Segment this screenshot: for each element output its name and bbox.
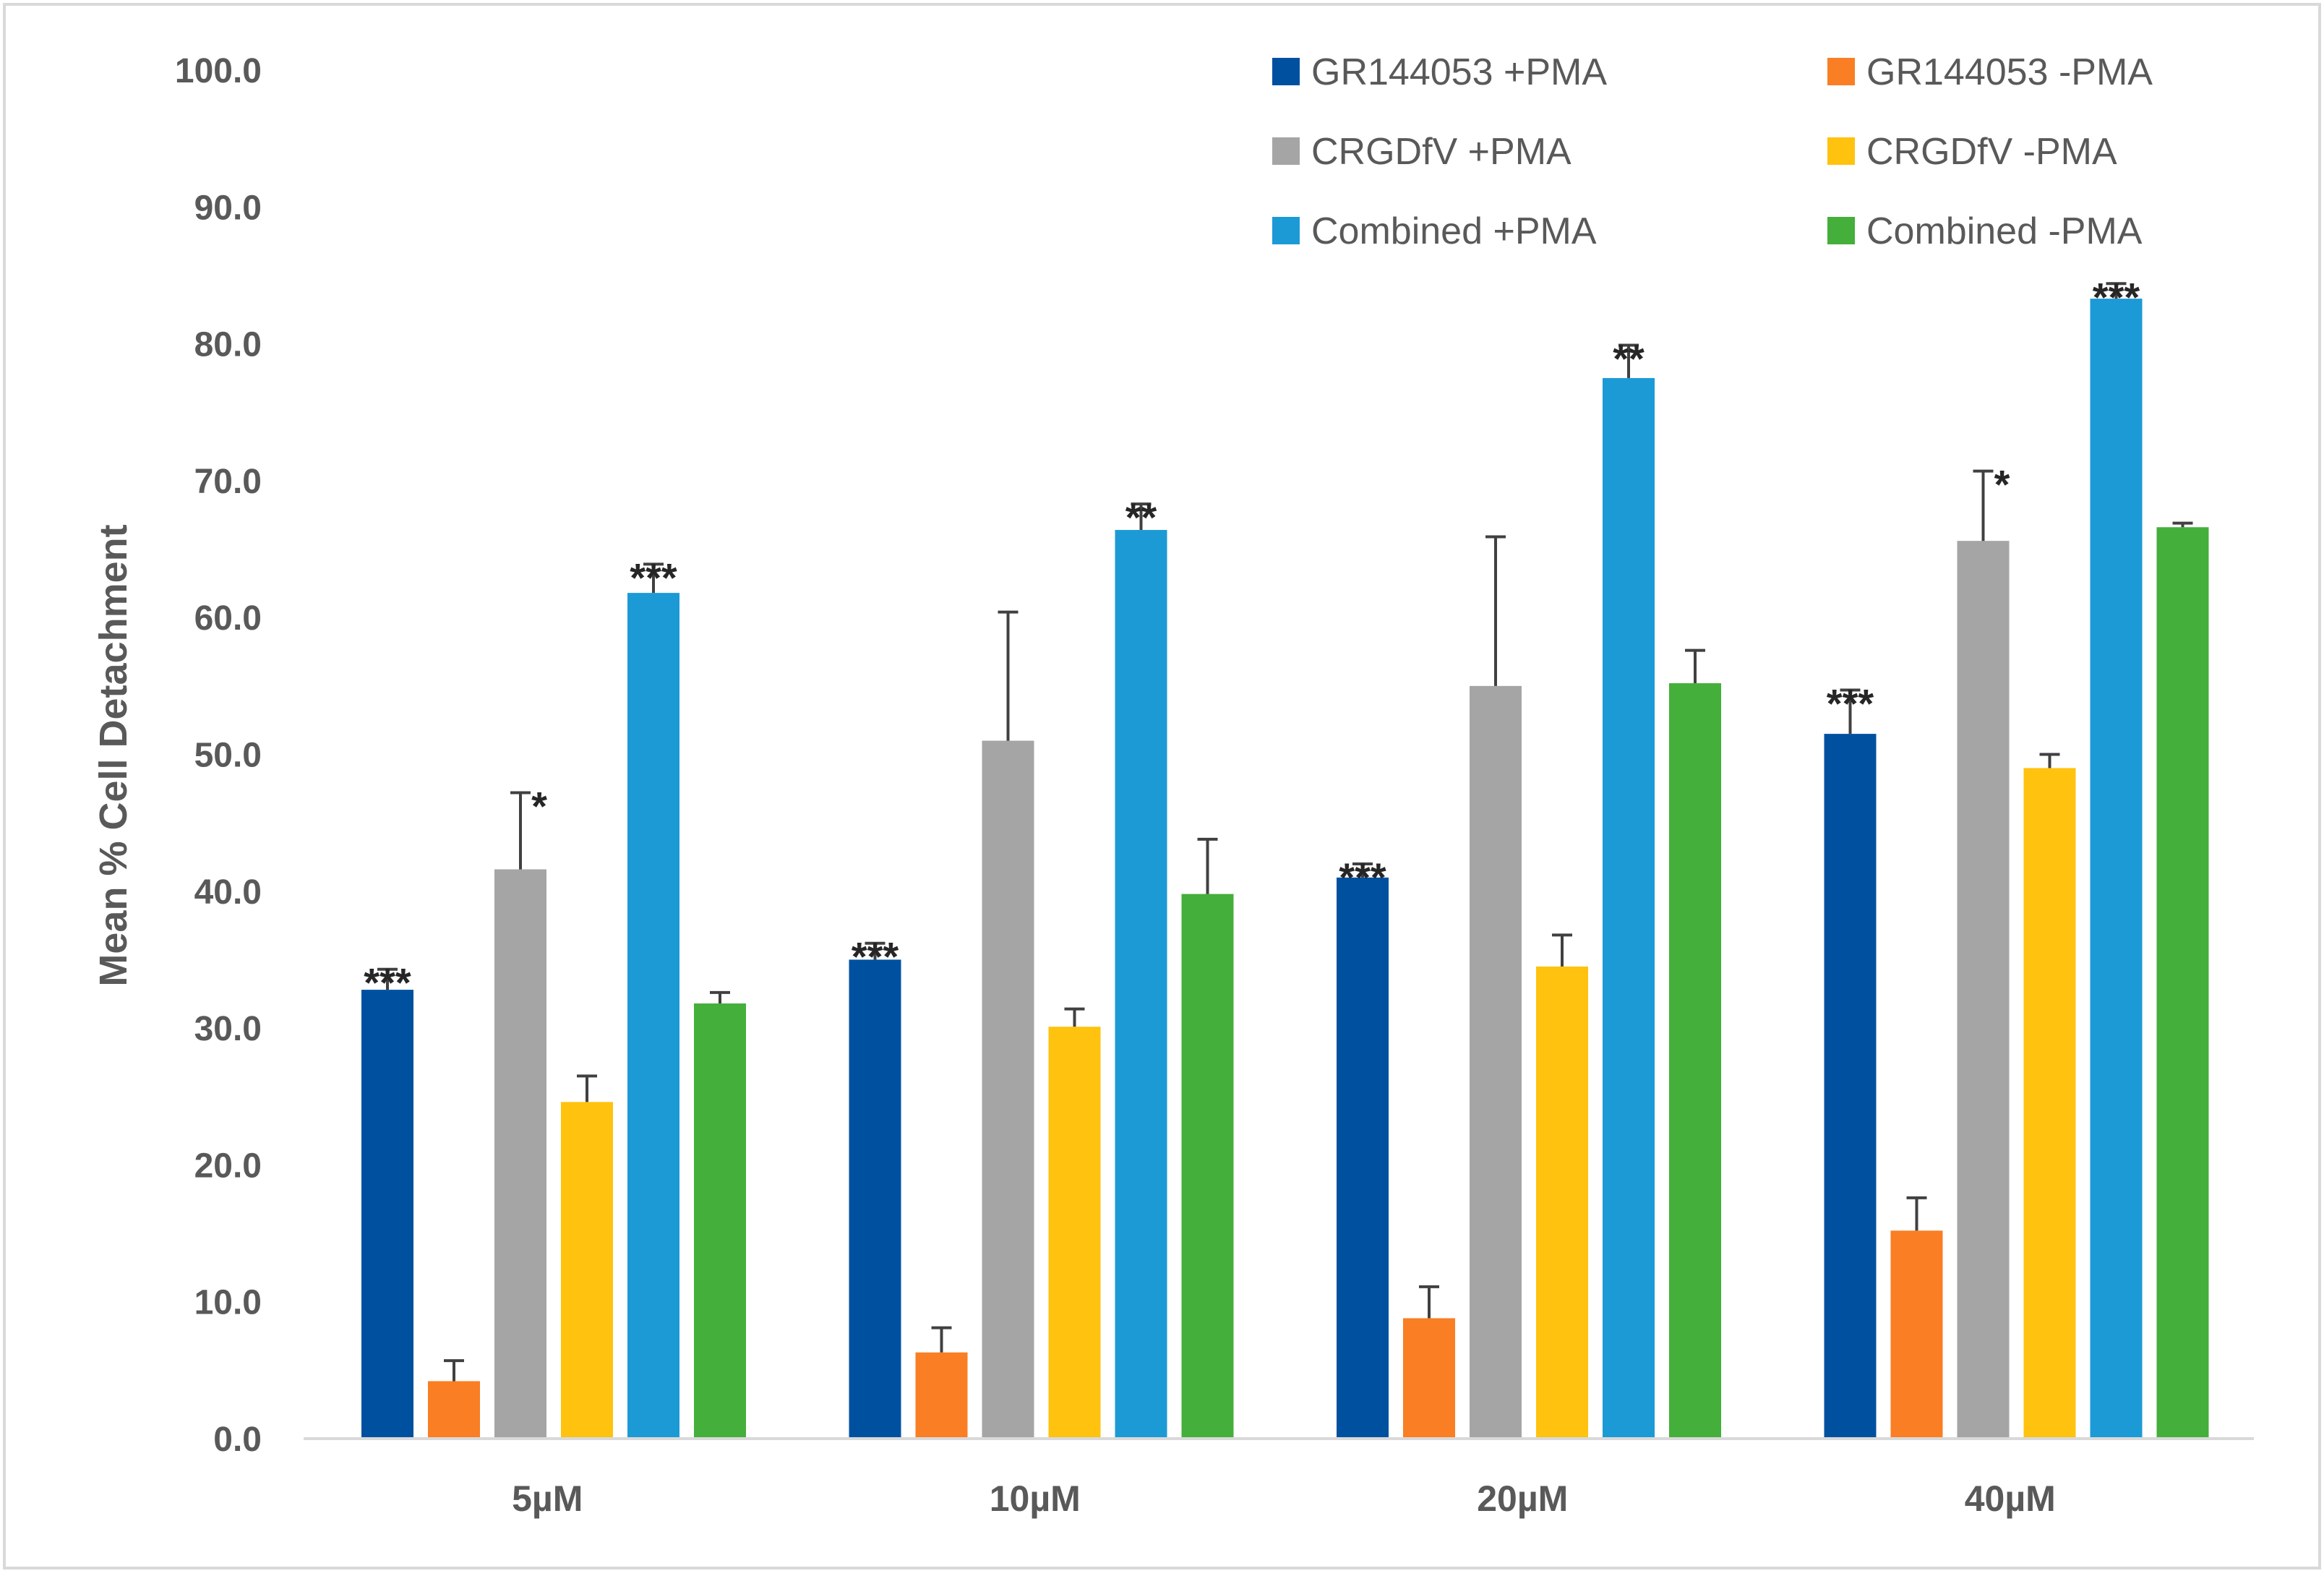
y-tick-label: 40.0 <box>194 873 262 912</box>
bar <box>1824 734 1877 1439</box>
y-tick-label: 50.0 <box>194 737 262 775</box>
bar <box>982 740 1034 1439</box>
legend-label: CRGDfV -PMA <box>1866 131 2117 173</box>
bar <box>1957 541 2010 1439</box>
significance-mark: * <box>1994 462 2010 508</box>
bar <box>2023 768 2076 1439</box>
bar <box>361 990 413 1439</box>
legend: GR144053 +PMA GR144053 -PMA CRGDfV +PMA CRG… <box>1272 51 2153 252</box>
legend-label: CRGDfV +PMA <box>1311 131 1572 173</box>
bar <box>1181 894 1234 1439</box>
legend-swatch <box>1827 137 1855 165</box>
bar <box>561 1102 613 1439</box>
significance-mark: ** <box>1613 335 1645 381</box>
bar <box>494 869 546 1439</box>
legend-swatch <box>1827 217 1855 244</box>
y-tick-label: 30.0 <box>194 1010 262 1048</box>
significance-mark: *** <box>1827 681 1874 727</box>
x-tick-label: 10µM <box>990 1478 1081 1519</box>
y-tick-label: 10.0 <box>194 1284 262 1322</box>
y-tick-label: 100.0 <box>175 52 262 90</box>
significance-mark: *** <box>630 554 677 600</box>
bar <box>1048 1027 1101 1439</box>
bar <box>2090 299 2143 1439</box>
legend-label: Combined +PMA <box>1311 210 1597 252</box>
significance-mark: *** <box>364 960 411 1006</box>
x-tick-label: 40µM <box>1965 1478 2056 1519</box>
bar <box>428 1381 480 1439</box>
y-tick-label: 20.0 <box>194 1147 262 1185</box>
bar <box>2156 527 2209 1439</box>
x-axis-categories: 5µM 10µM 20µM 40µM <box>512 1478 2056 1519</box>
error-bars <box>377 282 2193 1382</box>
bar <box>1403 1318 1455 1439</box>
x-tick-label: 5µM <box>512 1478 583 1519</box>
y-tick-label: 80.0 <box>194 326 262 364</box>
legend-label: GR144053 +PMA <box>1311 51 1607 93</box>
significance-mark: ** <box>1125 494 1157 540</box>
y-tick-label: 90.0 <box>194 189 262 227</box>
y-axis-label: Mean % Cell Detachment <box>92 524 135 986</box>
bar <box>915 1352 968 1439</box>
legend-label: Combined -PMA <box>1866 210 2143 252</box>
bar <box>1603 377 1655 1439</box>
y-axis-ticks: 0.0 10.0 20.0 30.0 40.0 50.0 60.0 70.0 80.0 90.0 1… <box>175 52 262 1459</box>
bar <box>1337 877 1389 1439</box>
bar <box>1890 1230 1943 1439</box>
significance-mark: *** <box>1339 855 1386 900</box>
legend-swatch <box>1272 58 1300 85</box>
bar <box>849 959 901 1439</box>
y-tick-label: 60.0 <box>194 599 262 638</box>
bar <box>694 1003 746 1439</box>
bar <box>1669 683 1721 1439</box>
legend-swatch <box>1272 217 1300 244</box>
significance-mark: * <box>531 784 547 829</box>
bars <box>361 299 2209 1439</box>
x-tick-label: 20µM <box>1477 1478 1568 1519</box>
bar <box>627 593 679 1439</box>
significance-mark: *** <box>2093 274 2140 320</box>
bar <box>1470 685 1522 1439</box>
bar <box>1536 966 1588 1439</box>
legend-swatch <box>1827 58 1855 85</box>
bar <box>1115 530 1167 1439</box>
y-tick-label: 70.0 <box>194 463 262 501</box>
legend-label: GR144053 -PMA <box>1866 51 2153 93</box>
legend-swatch <box>1272 137 1300 165</box>
significance-marks: ************************ <box>364 274 2140 1005</box>
y-tick-label: 0.0 <box>213 1421 262 1459</box>
significance-mark: *** <box>852 934 899 980</box>
